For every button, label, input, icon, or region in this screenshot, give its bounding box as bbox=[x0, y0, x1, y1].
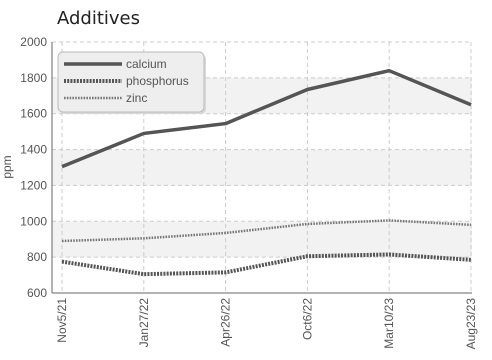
chart-title: Additives bbox=[57, 8, 141, 29]
legend-label-zinc: zinc bbox=[126, 91, 147, 105]
y-tick-label: 1200 bbox=[20, 178, 47, 192]
x-tick-label: Mar10/23 bbox=[382, 298, 396, 349]
y-tick-label: 1000 bbox=[20, 214, 47, 228]
legend-box bbox=[57, 51, 205, 113]
y-tick-label: 1400 bbox=[20, 143, 47, 157]
series-line-zinc bbox=[61, 219, 472, 243]
x-tick-label: Oct6/22 bbox=[300, 298, 314, 340]
legend-label-calcium: calcium bbox=[126, 57, 167, 71]
y-tick-labels: 600 800 1000 1200 1400 1600 1800 2000 bbox=[20, 35, 47, 300]
series-lines bbox=[61, 68, 472, 277]
x-tick-label: Apr26/22 bbox=[219, 298, 233, 347]
x-tick-label: Aug23/23 bbox=[464, 298, 478, 350]
plot-band bbox=[52, 257, 472, 293]
plot-band bbox=[52, 221, 472, 258]
x-tick-label: Jan27/22 bbox=[137, 298, 151, 348]
x-tick-label: Nov5/21 bbox=[55, 298, 69, 343]
y-tick-label: 600 bbox=[27, 286, 47, 300]
axes bbox=[51, 42, 472, 294]
plot-band bbox=[52, 185, 472, 222]
y-tick-label: 1800 bbox=[20, 71, 47, 85]
y-tick-label: 2000 bbox=[20, 35, 47, 49]
series-line-calcium bbox=[61, 68, 472, 169]
series-line-phosphorus bbox=[61, 252, 472, 277]
plot-band bbox=[52, 149, 472, 186]
legend-label-phosphorus: phosphorus bbox=[126, 74, 189, 88]
x-tick-labels: Nov5/21 Jan27/22 Apr26/22 Oct6/22 Mar10/23 Au… bbox=[55, 298, 478, 350]
y-tick-label: 1600 bbox=[20, 107, 47, 121]
legend: calcium phosphorus zinc bbox=[57, 51, 206, 114]
y-tick-label: 800 bbox=[27, 250, 47, 264]
y-axis-label: ppm bbox=[0, 155, 14, 178]
